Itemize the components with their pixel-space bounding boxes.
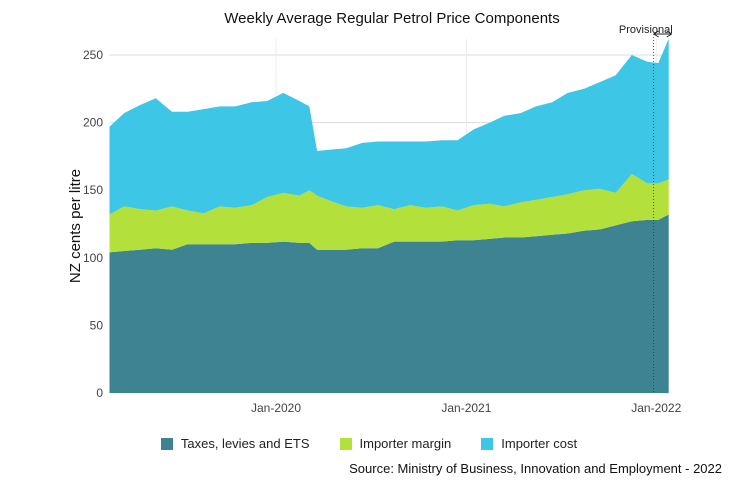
y-tick-label: 200: [83, 116, 103, 130]
y-axis-label: NZ cents per litre: [67, 169, 84, 283]
provisional-label: Provisional: [619, 24, 673, 36]
x-tick-label: Jan-2021: [441, 401, 491, 415]
arrowhead-icon: [653, 30, 673, 38]
y-tick-label: 100: [83, 251, 103, 265]
legend-swatch: [160, 437, 173, 450]
area-importer-cost: [109, 38, 669, 215]
area-taxes-levies-and-ets: [109, 214, 669, 393]
area-importer-margin: [109, 174, 669, 253]
legend-label: Importer margin: [359, 436, 452, 451]
y-tick-label: 50: [90, 318, 104, 332]
legend-item: Taxes, levies and ETS: [160, 436, 310, 451]
x-tick-label: Jan-2020: [251, 401, 301, 415]
y-tick-label: 150: [83, 183, 103, 197]
legend-swatch: [481, 437, 494, 450]
y-tick-label: 0: [96, 386, 103, 400]
legend: Taxes, levies and ETS Importer margin Impo…: [0, 436, 738, 451]
y-tick-label: 250: [83, 48, 103, 62]
chart-title: Weekly Average Regular Petrol Price Comp…: [224, 10, 559, 27]
legend-item: Importer margin: [339, 436, 452, 451]
legend-item: Importer cost: [481, 436, 577, 451]
legend-label: Importer cost: [501, 436, 578, 451]
legend-swatch: [339, 437, 352, 450]
source-note: Source: Ministry of Business, Innovation…: [349, 461, 722, 476]
x-tick-label: Jan-2022: [631, 401, 681, 415]
legend-label: Taxes, levies and ETS: [180, 436, 310, 451]
